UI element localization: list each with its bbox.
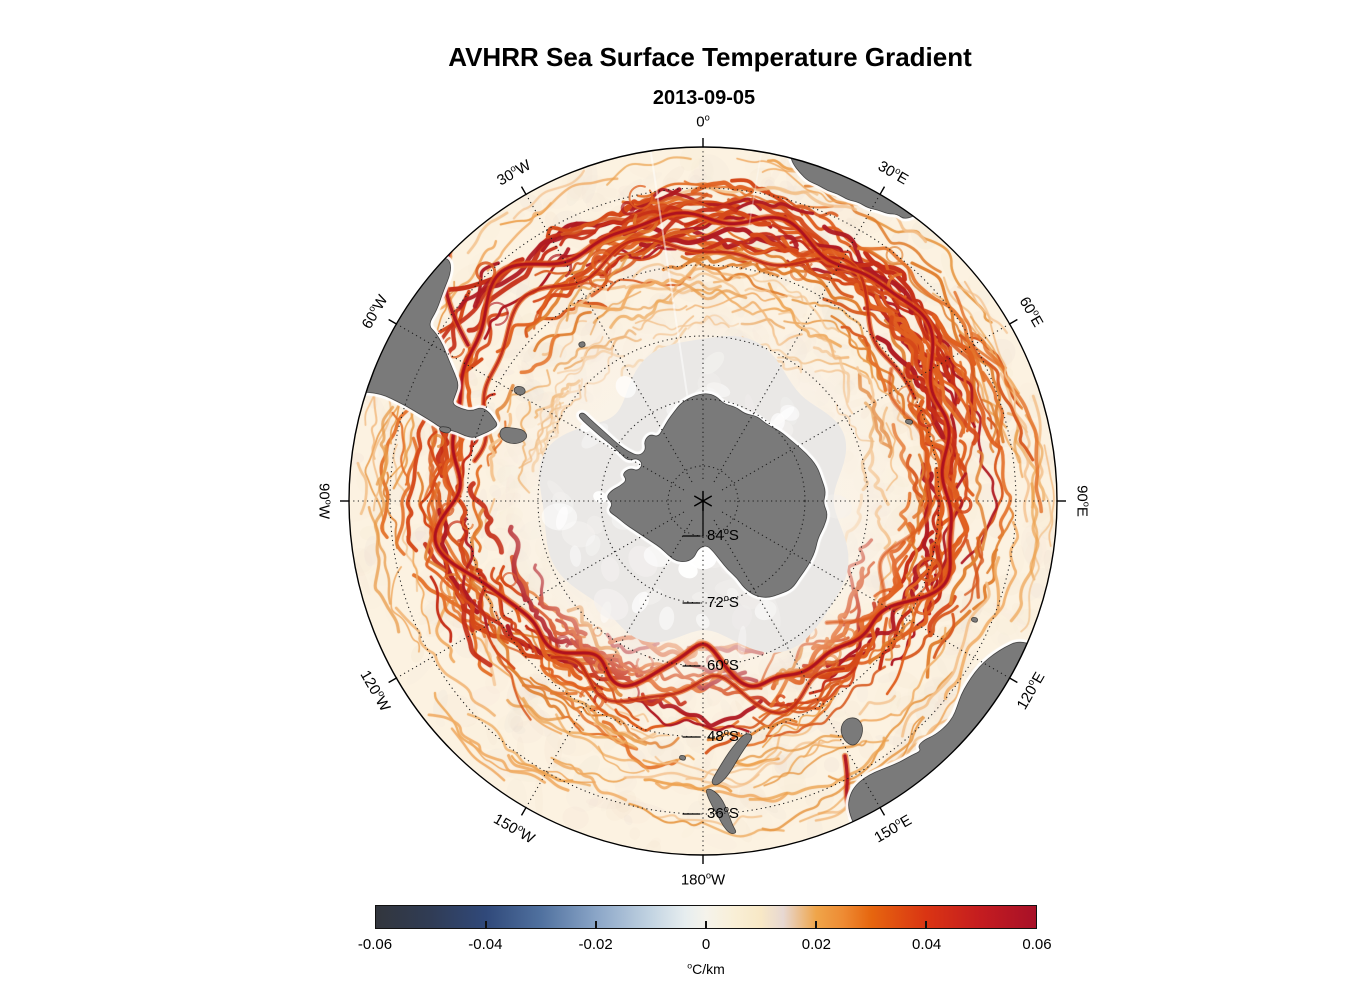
colorbar-tick-labels: -0.06 -0.04 -0.02 0 0.02 0.04 0.06 (358, 936, 1052, 956)
colorbar-tick (594, 921, 597, 928)
colorbar-tick-label: 0.02 (801, 936, 831, 953)
colorbar-tick (484, 921, 487, 928)
colorbar-tick-label: 0.04 (912, 936, 942, 953)
colorbar (375, 905, 1037, 929)
colorbar-tick-label: -0.04 (468, 936, 503, 953)
colorbar-tick-label: -0.02 (578, 936, 613, 953)
colorbar-unit-label: oC/km (687, 960, 725, 977)
colorbar-tick-label: 0 (701, 936, 711, 953)
colorbar-tick (705, 921, 707, 928)
colorbar-tick (925, 921, 927, 928)
colorbar-tick (814, 921, 817, 928)
colorbar-tick-label: -0.06 (357, 936, 393, 953)
colorbar-tick-label: 0.06 (1022, 936, 1052, 953)
